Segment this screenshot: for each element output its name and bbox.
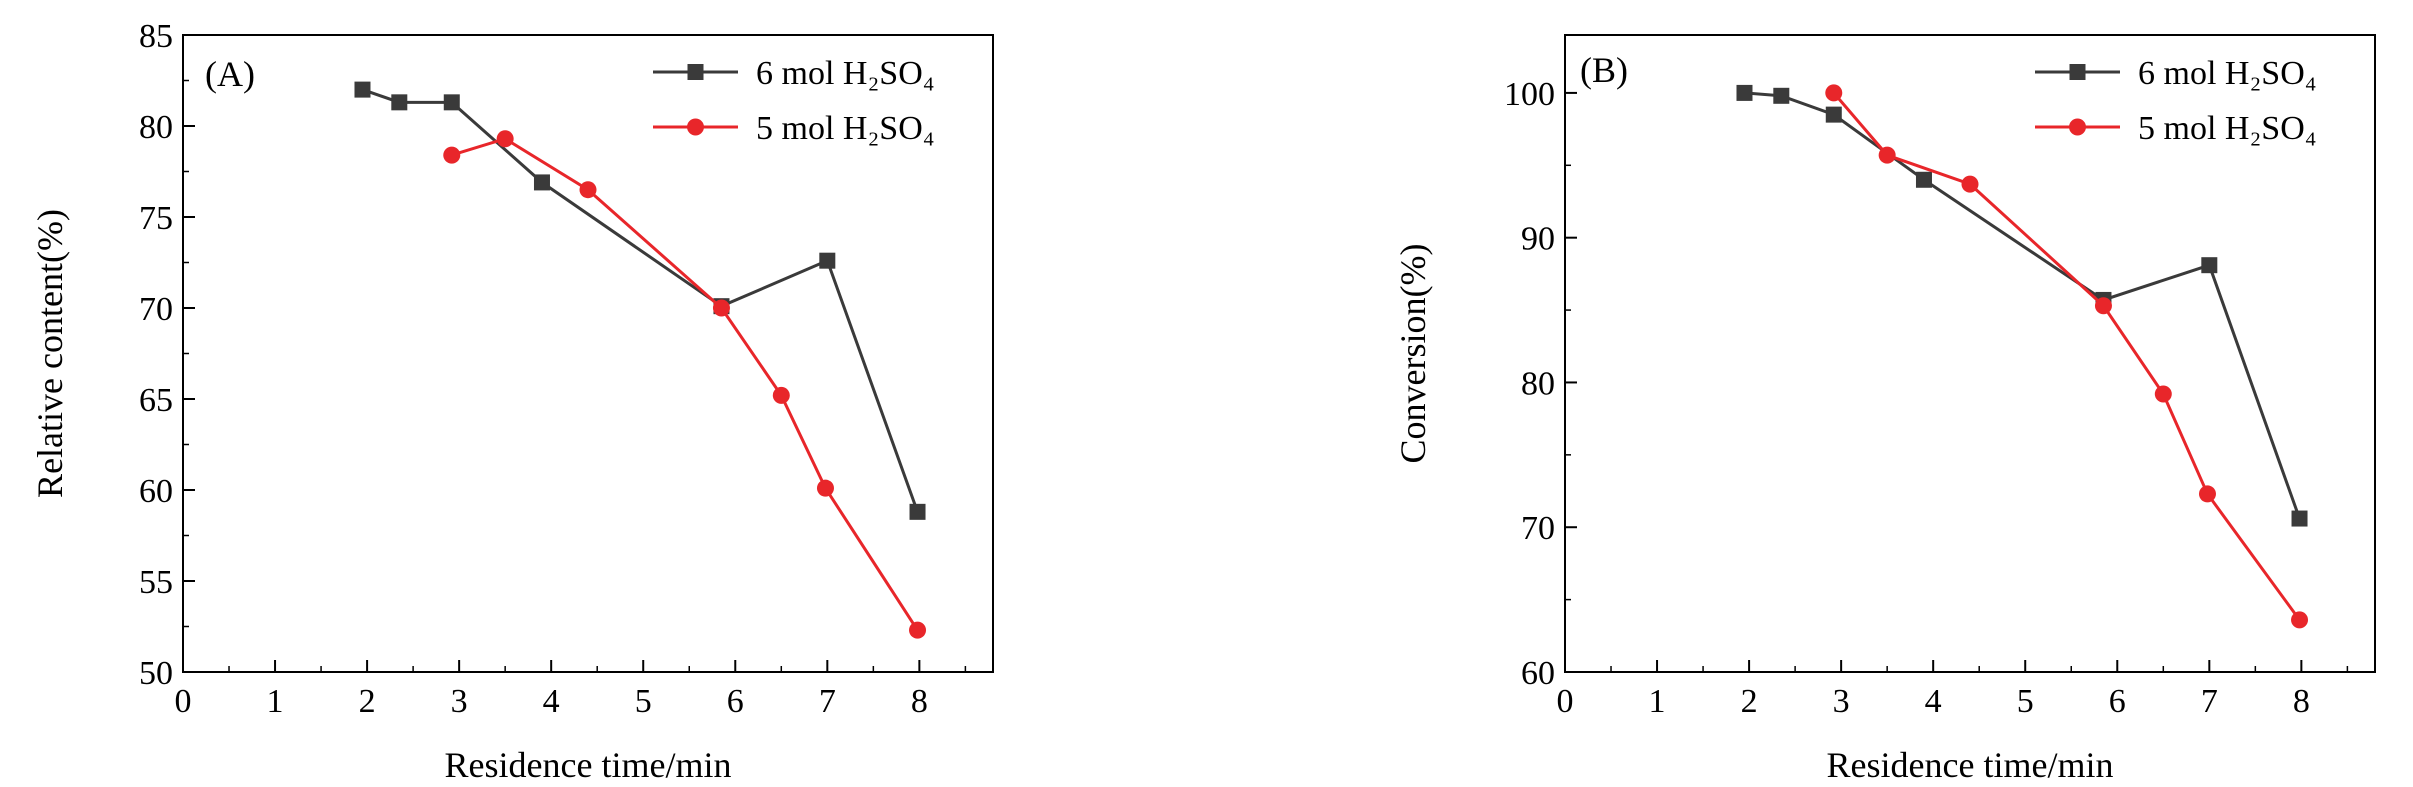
chart-panel-1: 0 1 2 3 4 5 6 7 8 60 70 80 90 100 Residence time/min Co… xyxy=(1393,34,2376,785)
x-tick-label: 2 xyxy=(359,683,376,720)
data-point xyxy=(909,503,926,520)
x-tick-label: 3 xyxy=(451,683,468,720)
data-point xyxy=(354,81,371,98)
y-tick-label: 75 xyxy=(139,200,173,237)
legend-marker xyxy=(687,64,704,80)
panel-label: (A) xyxy=(205,54,255,94)
data-point xyxy=(2094,297,2112,315)
y-tick-label: 90 xyxy=(1521,221,1555,258)
y-tick-label: 100 xyxy=(1504,76,1555,113)
data-point xyxy=(443,146,461,164)
data-point xyxy=(391,94,408,111)
y-tick-label: 60 xyxy=(1521,655,1555,692)
chart-panel-0: 0 1 2 3 4 5 6 7 8 50 55 60 65 70 75 80 85 Residence time/… xyxy=(30,18,994,785)
x-tick-label: 7 xyxy=(819,683,836,720)
x-tick-label: 1 xyxy=(1649,683,1666,720)
x-tick-label: 8 xyxy=(911,683,928,720)
y-tick-label: 60 xyxy=(139,473,173,510)
x-tick-label: 8 xyxy=(2293,683,2310,720)
data-point xyxy=(2154,385,2172,403)
legend-marker xyxy=(687,118,704,136)
x-axis-label: Residence time/min xyxy=(445,745,732,785)
y-axis-label: Relative content(%) xyxy=(30,209,70,498)
x-tick-label: 2 xyxy=(1741,683,1758,720)
legend-label: 5 mol H₂SO₄ xyxy=(756,110,935,147)
y-tick-label: 55 xyxy=(139,564,173,601)
data-point xyxy=(1915,171,1932,188)
legend-entry: 6 mol H₂SO₄ xyxy=(653,55,935,92)
data-point xyxy=(1825,84,1843,102)
series-0 xyxy=(354,81,926,520)
data-point xyxy=(1773,87,1790,104)
legend-marker xyxy=(2069,118,2086,136)
data-point xyxy=(2198,485,2216,503)
data-point xyxy=(1736,84,1753,101)
x-tick-label: 5 xyxy=(635,683,652,720)
x-tick-label: 6 xyxy=(727,683,744,720)
data-point xyxy=(2291,510,2308,527)
y-tick-label: 65 xyxy=(139,382,173,419)
data-point xyxy=(2201,257,2218,274)
x-tick-label: 4 xyxy=(1925,683,1942,720)
x-tick-label: 1 xyxy=(267,683,284,720)
data-point xyxy=(819,252,836,269)
legend-entry: 5 mol H₂SO₄ xyxy=(653,110,935,147)
x-tick-label: 5 xyxy=(2017,683,2034,720)
legend-label: 6 mol H₂SO₄ xyxy=(756,55,935,92)
data-point xyxy=(1825,106,1842,123)
y-tick-label: 70 xyxy=(139,291,173,328)
series-line xyxy=(451,137,919,631)
data-point xyxy=(443,94,460,111)
plot-frame xyxy=(1564,34,2376,673)
y-tick-label: 50 xyxy=(139,655,173,692)
series-1 xyxy=(1825,84,2309,629)
series-0 xyxy=(1736,84,2308,527)
y-tick-label: 80 xyxy=(139,109,173,146)
series-1 xyxy=(443,130,927,639)
y-tick-label: 85 xyxy=(139,18,173,55)
x-tick-label: 3 xyxy=(1833,683,1850,720)
series-line xyxy=(1832,91,2301,621)
legend-label: 6 mol H₂SO₄ xyxy=(2138,55,2317,92)
panel-label: (B) xyxy=(1580,50,1628,90)
x-tick-label: 0 xyxy=(175,683,192,720)
data-point xyxy=(1961,175,1979,193)
data-point xyxy=(2291,611,2309,629)
legend-entry: 6 mol H₂SO₄ xyxy=(2035,55,2317,92)
data-point xyxy=(533,174,550,191)
data-point xyxy=(816,479,834,497)
x-axis-label: Residence time/min xyxy=(1827,745,2114,785)
data-point xyxy=(579,181,597,199)
y-axis-label: Conversion(%) xyxy=(1393,244,1433,464)
data-point xyxy=(772,386,790,404)
x-tick-label: 4 xyxy=(543,683,560,720)
x-tick-label: 6 xyxy=(2109,683,2126,720)
data-point xyxy=(496,130,514,148)
x-tick-label: 7 xyxy=(2201,683,2218,720)
y-tick-label: 80 xyxy=(1521,365,1555,402)
legend-marker xyxy=(2069,64,2086,80)
y-tick-label: 70 xyxy=(1521,510,1555,547)
series-line xyxy=(1744,91,2301,520)
data-point xyxy=(909,621,927,639)
x-tick-label: 0 xyxy=(1557,683,1574,720)
legend-entry: 5 mol H₂SO₄ xyxy=(2035,110,2317,147)
data-point xyxy=(712,299,730,317)
legend-label: 5 mol H₂SO₄ xyxy=(2138,110,2317,147)
data-point xyxy=(1878,146,1896,164)
